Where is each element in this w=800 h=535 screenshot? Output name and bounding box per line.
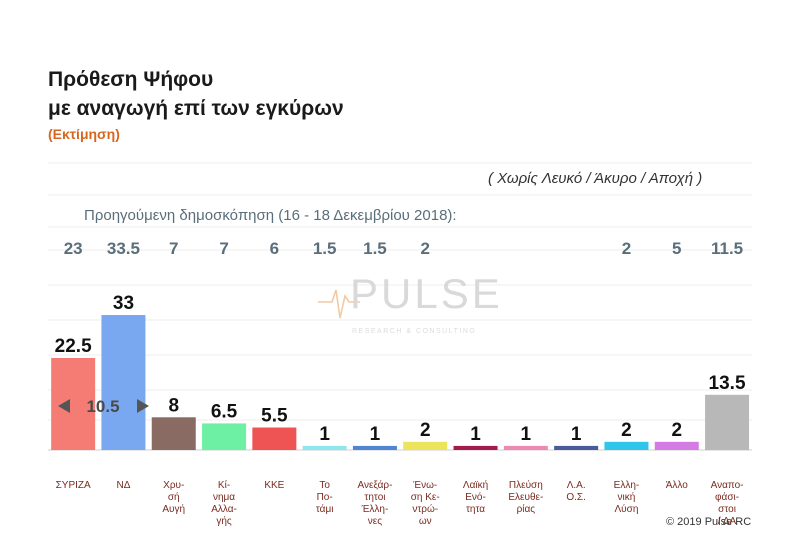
bar-value-label: 1 <box>571 424 582 445</box>
difference-value: 10.5 <box>86 397 119 416</box>
category-label: Αναπο-φάσι-στοι / ΔΑ <box>711 480 744 527</box>
bar <box>554 445 599 450</box>
bar-value-label: 2 <box>621 420 632 441</box>
chart-title-line2: με αναγωγή επί των εγκύρων <box>48 97 344 120</box>
previous-value-label: 7 <box>219 239 228 258</box>
previous-value-label: 23 <box>64 239 83 258</box>
bar-value-label: 5.5 <box>261 406 288 427</box>
previous-value-label: 2 <box>622 239 631 258</box>
bar <box>352 445 397 450</box>
bar-value-label: 33 <box>113 293 134 314</box>
bar <box>503 445 548 450</box>
bar <box>252 427 297 450</box>
category-label: Χρυ-σή Αυγή <box>162 480 185 515</box>
previous-value-label: 1.5 <box>313 239 337 258</box>
bar-value-label: 6.5 <box>211 401 238 422</box>
previous-value-label: 5 <box>672 239 681 258</box>
previous-value-label: 7 <box>169 239 178 258</box>
bar <box>705 394 750 450</box>
category-label: Ανεξάρ-τητοι Έλλη-νες <box>357 479 392 527</box>
bar-value-label: 1 <box>521 424 532 445</box>
bar-value-label: 1 <box>370 424 381 445</box>
chart-title-line1: Πρόθεση Ψήφου <box>48 68 214 91</box>
copyright-text: © 2019 Pulse RC <box>666 516 752 528</box>
category-label: ΣΥΡΙΖΑ <box>56 480 91 491</box>
arrow-right-icon <box>137 399 149 413</box>
category-label: Ελλη-νική Λύση <box>614 480 640 515</box>
bar <box>403 441 448 450</box>
previous-value-label: 2 <box>421 239 430 258</box>
bar-value-label: 8 <box>168 395 179 416</box>
bar <box>151 417 196 450</box>
bar-value-label: 22.5 <box>55 336 92 357</box>
category-label: Άλλο <box>666 480 689 491</box>
category-label: Λ.Α. Ο.Σ. <box>566 480 586 503</box>
category-label: Λαϊκή Ενό-τητα <box>463 479 488 515</box>
previous-value-label: 11.5 <box>711 239 743 258</box>
bar-value-label: 2 <box>420 420 431 441</box>
bar-value-label: 2 <box>671 420 682 441</box>
bar-value-label: 1 <box>319 424 330 445</box>
category-label: Ένω-ση Κε-ντρώ-ων <box>411 480 440 527</box>
bar <box>302 445 347 450</box>
category-label: Πλεύση Ελευθε-ρίας <box>508 479 543 515</box>
previous-value-label: 6 <box>270 239 279 258</box>
bar <box>202 423 247 450</box>
category-label: ΝΔ <box>116 480 130 491</box>
category-label: ΚΚΕ <box>264 480 284 491</box>
bar <box>453 445 498 450</box>
pulse-watermark-logo: PULSE RESEARCH & CONSULTING <box>318 270 503 335</box>
bar <box>604 441 649 450</box>
category-label: Κί-νημα Αλλα-γής <box>211 479 237 527</box>
arrow-left-icon <box>58 399 70 413</box>
bar <box>101 315 146 450</box>
category-label: Το Πο-τάμι <box>316 480 334 515</box>
bar-value-label: 1 <box>470 424 481 445</box>
previous-poll-label: Προηγούμενη δημοσκόπηση (16 - 18 Δεκεμβρ… <box>84 207 457 224</box>
bar <box>654 441 699 450</box>
previous-value-label: 1.5 <box>363 239 387 258</box>
previous-value-label: 33.5 <box>107 239 140 258</box>
watermark-name: PULSE <box>350 270 503 317</box>
exclusion-note: ( Χωρίς Λευκό / Άκυρο / Αποχή ) <box>488 170 703 187</box>
watermark-tagline: RESEARCH & CONSULTING <box>352 328 476 335</box>
bar-value-label: 13.5 <box>709 373 746 394</box>
difference-indicator: 10.5 <box>58 397 149 416</box>
chart-subtitle: (Εκτίμηση) <box>48 126 120 142</box>
bar <box>51 357 96 450</box>
